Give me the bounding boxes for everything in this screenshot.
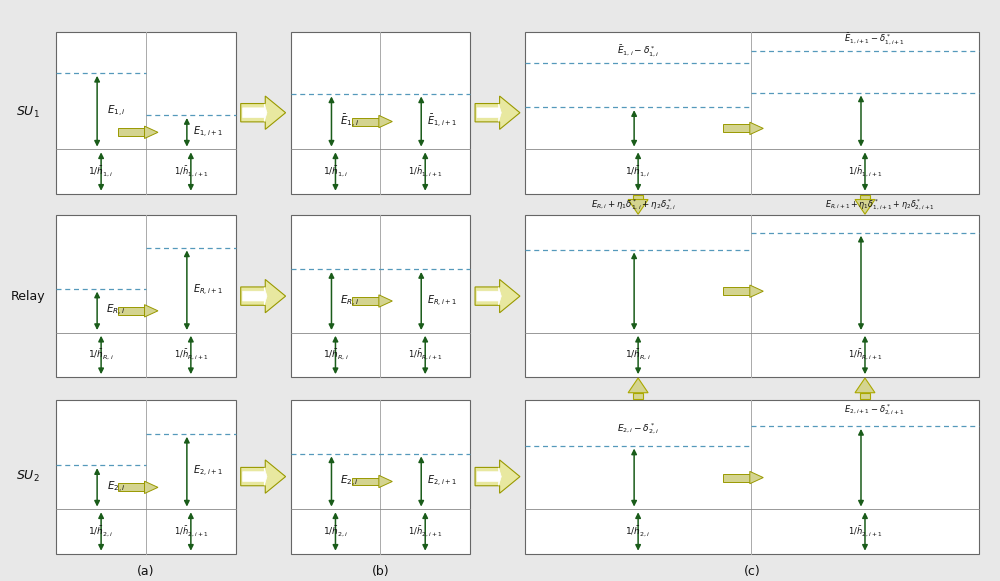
Polygon shape: [723, 124, 750, 132]
Text: $1/\bar{h}_{2,i+1}$: $1/\bar{h}_{2,i+1}$: [408, 525, 442, 539]
Bar: [525, 32, 979, 193]
Polygon shape: [633, 195, 643, 199]
Polygon shape: [475, 96, 520, 130]
Polygon shape: [628, 378, 648, 393]
Text: $\bar{E}_{1,i}-\delta^*_{1,i}$: $\bar{E}_{1,i}-\delta^*_{1,i}$: [617, 44, 659, 59]
Polygon shape: [477, 287, 501, 305]
Polygon shape: [118, 307, 144, 315]
Text: $\bar{E}_{1,i}$: $\bar{E}_{1,i}$: [340, 113, 359, 130]
Text: $1/\bar{h}_{1,i+1}$: $1/\bar{h}_{1,i+1}$: [848, 164, 882, 178]
Text: $E_{1,i+1}$: $E_{1,i+1}$: [193, 125, 223, 140]
Text: $E_{R,i}$: $E_{R,i}$: [340, 293, 359, 309]
Text: $1/\bar{h}_{R,i+1}$: $1/\bar{h}_{R,i+1}$: [408, 348, 442, 362]
Text: $1/\bar{h}_{R,i}$: $1/\bar{h}_{R,i}$: [323, 348, 348, 362]
Polygon shape: [144, 304, 158, 317]
Text: (c): (c): [743, 565, 760, 578]
Polygon shape: [633, 393, 643, 399]
Text: $1/\bar{h}_{2,i+1}$: $1/\bar{h}_{2,i+1}$: [848, 525, 882, 539]
Polygon shape: [243, 104, 267, 121]
Bar: [291, 32, 470, 193]
Polygon shape: [477, 104, 501, 121]
Text: $SU_1$: $SU_1$: [16, 105, 40, 120]
Polygon shape: [860, 195, 870, 199]
Polygon shape: [475, 279, 520, 313]
Text: $1/\bar{h}_{2,i+1}$: $1/\bar{h}_{2,i+1}$: [174, 525, 208, 539]
Bar: [56, 32, 236, 193]
Polygon shape: [243, 287, 267, 305]
Text: $E_{R,i+1}+\eta_1\delta^*_{1,i+1}+\eta_2\delta^*_{2,i+1}$: $E_{R,i+1}+\eta_1\delta^*_{1,i+1}+\eta_2…: [825, 197, 935, 211]
Text: $1/\bar{h}_{R,i+1}$: $1/\bar{h}_{R,i+1}$: [174, 348, 208, 362]
Text: $1/\bar{h}_{2,i}$: $1/\bar{h}_{2,i}$: [323, 525, 348, 539]
Bar: [56, 215, 236, 377]
Bar: [56, 400, 236, 554]
Text: $\bar{E}_{1,i+1}$: $\bar{E}_{1,i+1}$: [427, 113, 457, 130]
Text: $1/\bar{h}_{1,i}$: $1/\bar{h}_{1,i}$: [625, 164, 651, 178]
Text: $E_{2,i}$: $E_{2,i}$: [107, 480, 126, 495]
Polygon shape: [723, 474, 750, 482]
Polygon shape: [855, 199, 875, 214]
Polygon shape: [144, 126, 158, 138]
Text: $1/\bar{h}_{R,i}$: $1/\bar{h}_{R,i}$: [625, 348, 651, 362]
Polygon shape: [855, 378, 875, 393]
Polygon shape: [750, 122, 763, 135]
Text: $E_{R,i}+\eta_1\delta^*_{1,i}+\eta_2\delta^*_{2,i}$: $E_{R,i}+\eta_1\delta^*_{1,i}+\eta_2\del…: [591, 197, 676, 211]
Text: $1/\bar{h}_{1,i}$: $1/\bar{h}_{1,i}$: [88, 164, 114, 178]
Text: $SU_2$: $SU_2$: [16, 469, 40, 484]
Text: $E_{2,i}-\delta^*_{2,i}$: $E_{2,i}-\delta^*_{2,i}$: [617, 422, 659, 436]
Text: $E_{2,i+1}$: $E_{2,i+1}$: [193, 464, 223, 479]
Polygon shape: [352, 478, 379, 486]
Text: $1/\bar{h}_{1,i}$: $1/\bar{h}_{1,i}$: [323, 164, 348, 178]
Polygon shape: [379, 116, 392, 128]
Bar: [291, 215, 470, 377]
Polygon shape: [144, 481, 158, 493]
Polygon shape: [860, 393, 870, 399]
Polygon shape: [723, 287, 750, 295]
Text: $1/\bar{h}_{2,i}$: $1/\bar{h}_{2,i}$: [625, 525, 651, 539]
Text: $1/\bar{h}_{1,i+1}$: $1/\bar{h}_{1,i+1}$: [174, 164, 208, 178]
Polygon shape: [477, 468, 501, 485]
Text: (a): (a): [137, 565, 155, 578]
Polygon shape: [118, 128, 144, 137]
Text: $E_{2,i}$: $E_{2,i}$: [340, 474, 359, 489]
Text: $1/\bar{h}_{2,i}$: $1/\bar{h}_{2,i}$: [88, 525, 114, 539]
Polygon shape: [750, 285, 763, 297]
Bar: [291, 400, 470, 554]
Polygon shape: [241, 460, 286, 493]
Polygon shape: [750, 471, 763, 484]
Text: $1/\bar{h}_{R,i+1}$: $1/\bar{h}_{R,i+1}$: [848, 348, 882, 362]
Polygon shape: [118, 483, 144, 492]
Polygon shape: [241, 96, 286, 130]
Polygon shape: [352, 297, 379, 305]
Text: $E_{R,i+1}$: $E_{R,i+1}$: [427, 293, 457, 309]
Text: $E_{R,i+1}$: $E_{R,i+1}$: [193, 283, 223, 298]
Text: $E_{2,i+1}$: $E_{2,i+1}$: [427, 474, 457, 489]
Text: $1/\bar{h}_{1,i+1}$: $1/\bar{h}_{1,i+1}$: [408, 164, 442, 178]
Text: $E_{2,i+1}-\delta^*_{2,i+1}$: $E_{2,i+1}-\delta^*_{2,i+1}$: [844, 402, 905, 417]
Polygon shape: [628, 199, 648, 214]
Polygon shape: [243, 468, 267, 485]
Polygon shape: [475, 460, 520, 493]
Text: $E_{1,i}$: $E_{1,i}$: [107, 103, 126, 119]
Text: (b): (b): [372, 565, 389, 578]
Polygon shape: [352, 117, 379, 125]
Polygon shape: [241, 279, 286, 313]
Bar: [525, 400, 979, 554]
Text: Relay: Relay: [11, 289, 46, 303]
Polygon shape: [379, 295, 392, 307]
Bar: [525, 215, 979, 377]
Text: $1/\bar{h}_{R,i}$: $1/\bar{h}_{R,i}$: [88, 348, 114, 362]
Polygon shape: [379, 475, 392, 487]
Text: $E_{R,i}$: $E_{R,i}$: [106, 303, 126, 318]
Text: $\bar{E}_{1,i+1}-\delta^*_{1,i+1}$: $\bar{E}_{1,i+1}-\delta^*_{1,i+1}$: [844, 32, 905, 47]
